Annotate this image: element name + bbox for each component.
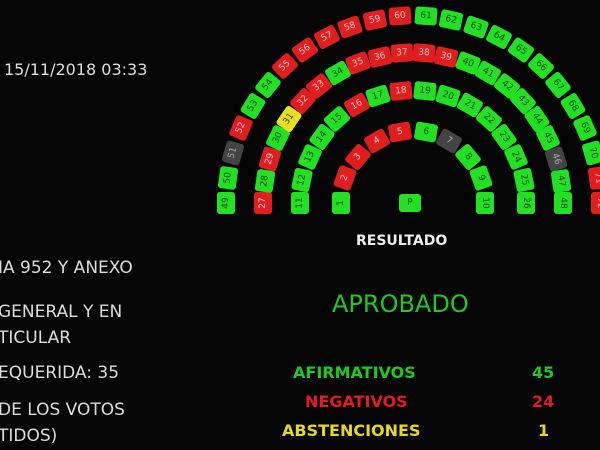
result-heading: RESULTADO <box>356 233 448 249</box>
seat-48: 48 <box>554 192 572 214</box>
seat-60: 60 <box>388 6 412 27</box>
seat-58: 58 <box>336 14 364 39</box>
negative-label: NEGATIVOS <box>305 392 408 411</box>
seat-10: 10 <box>476 192 494 214</box>
negative-count: 24 <box>532 392 555 411</box>
seat-53: 53 <box>239 91 267 120</box>
seat-50: 50 <box>217 165 239 190</box>
abstention-label: ABSTENCIONES <box>282 421 421 440</box>
seat-11: 11 <box>291 192 309 214</box>
seat-12: 12 <box>291 166 314 193</box>
seat-57: 57 <box>313 23 341 51</box>
motion-title: IA 952 Y ANEXO <box>0 258 133 278</box>
seat-68: 68 <box>559 91 587 120</box>
seat-38: 38 <box>412 43 436 64</box>
seat-5: 5 <box>388 121 413 143</box>
seat-47: 47 <box>550 168 572 193</box>
affirmative-label: AFIRMATIVOS <box>293 363 416 382</box>
seat-49: 49 <box>217 192 235 214</box>
seat-26: 26 <box>517 192 535 214</box>
seat-37: 37 <box>390 43 414 64</box>
seat-24: 24 <box>503 143 529 171</box>
seat-9: 9 <box>468 164 493 192</box>
majority-basis-line2: TIDOS) <box>0 426 58 446</box>
seat-56: 56 <box>290 36 320 64</box>
seat-72: 72 <box>591 192 600 214</box>
seat-6: 6 <box>413 121 438 143</box>
seat-70: 70 <box>581 139 600 166</box>
seat-46: 46 <box>544 145 569 172</box>
vote-type-line1: GENERAL Y EN <box>0 302 123 322</box>
seat-25: 25 <box>512 166 535 193</box>
result-outcome: APROBADO <box>332 290 469 318</box>
seat-51: 51 <box>221 139 245 166</box>
seat-69: 69 <box>571 114 598 143</box>
seat-52: 52 <box>228 114 255 143</box>
seat-2: 2 <box>333 164 358 192</box>
seat-28: 28 <box>254 168 276 193</box>
vote-datetime: 15/11/2018 03:33 <box>4 60 148 79</box>
seat-59: 59 <box>362 8 388 31</box>
required-majority: EQUERIDA: 35 <box>0 363 120 383</box>
seat-61: 61 <box>414 6 438 27</box>
seat-36: 36 <box>366 45 393 68</box>
seat-71: 71 <box>587 165 600 190</box>
seat-19: 19 <box>412 80 437 101</box>
seat-17: 17 <box>364 83 392 108</box>
seat-hemicycle: 1 2 3 4 5 6 7 8 9 10 11 12 13 14 15 16 17 18 19 20 21 22 23 24 2… <box>217 6 600 214</box>
seat-63: 63 <box>462 14 489 39</box>
affirmative-count: 45 <box>532 363 555 382</box>
seat-27: 27 <box>254 192 272 214</box>
seat-18: 18 <box>389 80 414 101</box>
seat-P: P <box>399 194 421 212</box>
abstention-count: 1 <box>538 421 550 440</box>
vote-type-line2: TICULAR <box>0 328 72 348</box>
seat-62: 62 <box>438 8 464 31</box>
seat-1: 1 <box>332 192 350 214</box>
majority-basis-line1: DE LOS VOTOS <box>0 400 125 420</box>
